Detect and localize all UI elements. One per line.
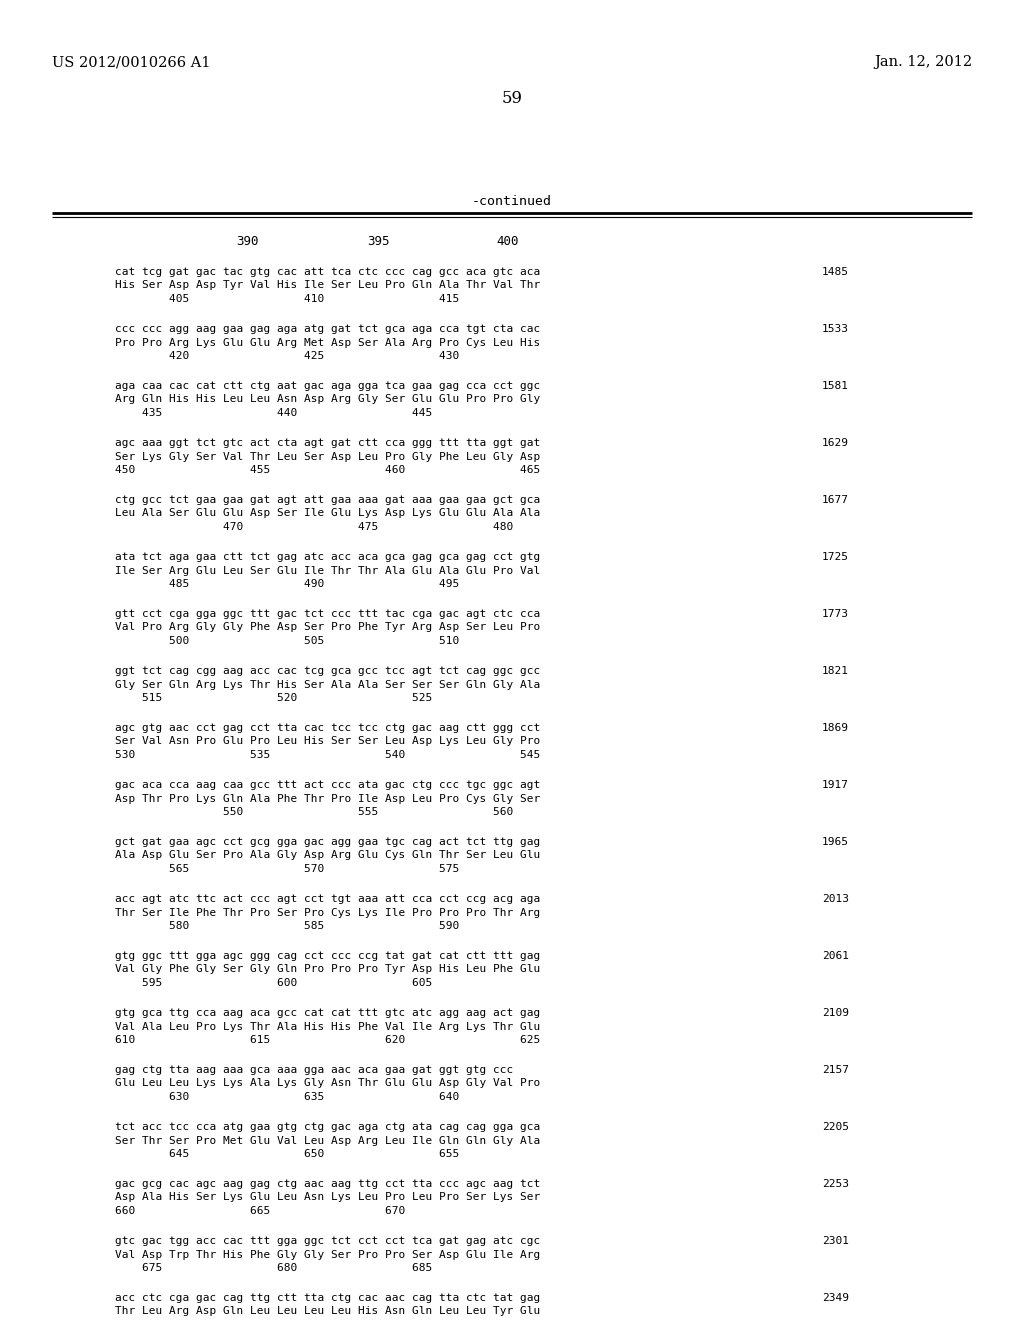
Text: ggt tct cag cgg aag acc cac tcg gca gcc tcc agt tct cag ggc gcc: ggt tct cag cgg aag acc cac tcg gca gcc … bbox=[115, 667, 541, 676]
Text: 565                 570                 575: 565 570 575 bbox=[115, 865, 459, 874]
Text: Val Gly Phe Gly Ser Gly Gln Pro Pro Pro Tyr Asp His Leu Phe Glu: Val Gly Phe Gly Ser Gly Gln Pro Pro Pro … bbox=[115, 965, 541, 974]
Text: Ser Val Asn Pro Glu Pro Leu His Ser Ser Leu Asp Lys Leu Gly Pro: Ser Val Asn Pro Glu Pro Leu His Ser Ser … bbox=[115, 737, 541, 747]
Text: gtg ggc ttt gga agc ggg cag cct ccc ccg tat gat cat ctt ttt gag: gtg ggc ttt gga agc ggg cag cct ccc ccg … bbox=[115, 950, 541, 961]
Text: 1629: 1629 bbox=[822, 438, 849, 447]
Text: 2157: 2157 bbox=[822, 1065, 849, 1074]
Text: 2253: 2253 bbox=[822, 1179, 849, 1189]
Text: 450                 455                 460                 465: 450 455 460 465 bbox=[115, 465, 541, 475]
Text: His Ser Asp Asp Tyr Val His Ile Ser Leu Pro Gln Ala Thr Val Thr: His Ser Asp Asp Tyr Val His Ile Ser Leu … bbox=[115, 281, 541, 290]
Text: agc aaa ggt tct gtc act cta agt gat ctt cca ggg ttt tta ggt gat: agc aaa ggt tct gtc act cta agt gat ctt … bbox=[115, 438, 541, 447]
Text: 405                 410                 415: 405 410 415 bbox=[115, 294, 459, 304]
Text: agc gtg aac cct gag cct tta cac tcc tcc ctg gac aag ctt ggg cct: agc gtg aac cct gag cct tta cac tcc tcc … bbox=[115, 723, 541, 733]
Text: 660                 665                 670: 660 665 670 bbox=[115, 1206, 406, 1216]
Text: 610                 615                 620                 625: 610 615 620 625 bbox=[115, 1035, 541, 1045]
Text: acc agt atc ttc act ccc agt cct tgt aaa att cca cct ccg acg aga: acc agt atc ttc act ccc agt cct tgt aaa … bbox=[115, 894, 541, 904]
Text: Thr Leu Arg Asp Gln Leu Leu Leu Leu His Asn Gln Leu Leu Tyr Glu: Thr Leu Arg Asp Gln Leu Leu Leu Leu His … bbox=[115, 1307, 541, 1316]
Text: 2013: 2013 bbox=[822, 894, 849, 904]
Text: gct gat gaa agc cct gcg gga gac agg gaa tgc cag act tct ttg gag: gct gat gaa agc cct gcg gga gac agg gaa … bbox=[115, 837, 541, 847]
Text: tct acc tcc cca atg gaa gtg ctg gac aga ctg ata cag cag gga gca: tct acc tcc cca atg gaa gtg ctg gac aga … bbox=[115, 1122, 541, 1133]
Text: gtg gca ttg cca aag aca gcc cat cat ttt gtc atc agg aag act gag: gtg gca ttg cca aag aca gcc cat cat ttt … bbox=[115, 1008, 541, 1018]
Text: 2301: 2301 bbox=[822, 1236, 849, 1246]
Text: ccc ccc agg aag gaa gag aga atg gat tct gca aga cca tgt cta cac: ccc ccc agg aag gaa gag aga atg gat tct … bbox=[115, 323, 541, 334]
Text: 1917: 1917 bbox=[822, 780, 849, 789]
Text: Thr Ser Ile Phe Thr Pro Ser Pro Cys Lys Ile Pro Pro Pro Thr Arg: Thr Ser Ile Phe Thr Pro Ser Pro Cys Lys … bbox=[115, 908, 541, 917]
Text: US 2012/0010266 A1: US 2012/0010266 A1 bbox=[52, 55, 211, 69]
Text: cat tcg gat gac tac gtg cac att tca ctc ccc cag gcc aca gtc aca: cat tcg gat gac tac gtg cac att tca ctc … bbox=[115, 267, 541, 277]
Text: 580                 585                 590: 580 585 590 bbox=[115, 921, 459, 931]
Text: 1725: 1725 bbox=[822, 552, 849, 562]
Text: Leu Ala Ser Glu Glu Asp Ser Ile Glu Lys Asp Lys Glu Glu Ala Ala: Leu Ala Ser Glu Glu Asp Ser Ile Glu Lys … bbox=[115, 508, 541, 519]
Text: 1485: 1485 bbox=[822, 267, 849, 277]
Text: Glu Leu Leu Lys Lys Ala Lys Gly Asn Thr Glu Glu Asp Gly Val Pro: Glu Leu Leu Lys Lys Ala Lys Gly Asn Thr … bbox=[115, 1078, 541, 1089]
Text: gtc gac tgg acc cac ttt gga ggc tct cct cct tca gat gag atc cgc: gtc gac tgg acc cac ttt gga ggc tct cct … bbox=[115, 1236, 541, 1246]
Text: 675                 680                 685: 675 680 685 bbox=[115, 1263, 432, 1272]
Text: 435                 440                 445: 435 440 445 bbox=[115, 408, 432, 418]
Text: 515                 520                 525: 515 520 525 bbox=[115, 693, 432, 704]
Text: Ala Asp Glu Ser Pro Ala Gly Asp Arg Glu Cys Gln Thr Ser Leu Glu: Ala Asp Glu Ser Pro Ala Gly Asp Arg Glu … bbox=[115, 850, 541, 861]
Text: gac aca cca aag caa gcc ttt act ccc ata gac ctg ccc tgc ggc agt: gac aca cca aag caa gcc ttt act ccc ata … bbox=[115, 780, 541, 789]
Text: ata tct aga gaa ctt tct gag atc acc aca gca gag gca gag cct gtg: ata tct aga gaa ctt tct gag atc acc aca … bbox=[115, 552, 541, 562]
Text: ctg gcc tct gaa gaa gat agt att gaa aaa gat aaa gaa gaa gct gca: ctg gcc tct gaa gaa gat agt att gaa aaa … bbox=[115, 495, 541, 506]
Text: 645                 650                 655: 645 650 655 bbox=[115, 1148, 459, 1159]
Text: Val Asp Trp Thr His Phe Gly Gly Ser Pro Pro Ser Asp Glu Ile Arg: Val Asp Trp Thr His Phe Gly Gly Ser Pro … bbox=[115, 1250, 541, 1259]
Text: Jan. 12, 2012: Jan. 12, 2012 bbox=[873, 55, 972, 69]
Text: 595                 600                 605: 595 600 605 bbox=[115, 978, 432, 987]
Text: gtt cct cga gga ggc ttt gac tct ccc ttt tac cga gac agt ctc cca: gtt cct cga gga ggc ttt gac tct ccc ttt … bbox=[115, 609, 541, 619]
Text: 59: 59 bbox=[502, 90, 522, 107]
Text: Gly Ser Gln Arg Lys Thr His Ser Ala Ala Ser Ser Ser Gln Gly Ala: Gly Ser Gln Arg Lys Thr His Ser Ala Ala … bbox=[115, 680, 541, 689]
Text: 2109: 2109 bbox=[822, 1008, 849, 1018]
Text: 550                 555                 560: 550 555 560 bbox=[115, 807, 513, 817]
Text: 1869: 1869 bbox=[822, 723, 849, 733]
Text: Val Ala Leu Pro Lys Thr Ala His His Phe Val Ile Arg Lys Thr Glu: Val Ala Leu Pro Lys Thr Ala His His Phe … bbox=[115, 1022, 541, 1031]
Text: 630                 635                 640: 630 635 640 bbox=[115, 1092, 459, 1102]
Text: aga caa cac cat ctt ctg aat gac aga gga tca gaa gag cca cct ggc: aga caa cac cat ctt ctg aat gac aga gga … bbox=[115, 381, 541, 391]
Text: gac gcg cac agc aag gag ctg aac aag ttg cct tta ccc agc aag tct: gac gcg cac agc aag gag ctg aac aag ttg … bbox=[115, 1179, 541, 1189]
Text: acc ctc cga gac cag ttg ctt tta ctg cac aac cag tta ctc tat gag: acc ctc cga gac cag ttg ctt tta ctg cac … bbox=[115, 1294, 541, 1303]
Text: Arg Gln His His Leu Leu Asn Asp Arg Gly Ser Glu Glu Pro Pro Gly: Arg Gln His His Leu Leu Asn Asp Arg Gly … bbox=[115, 395, 541, 404]
Text: 2349: 2349 bbox=[822, 1294, 849, 1303]
Text: 1965: 1965 bbox=[822, 837, 849, 847]
Text: Val Pro Arg Gly Gly Phe Asp Ser Pro Phe Tyr Arg Asp Ser Leu Pro: Val Pro Arg Gly Gly Phe Asp Ser Pro Phe … bbox=[115, 623, 541, 632]
Text: 530                 535                 540                 545: 530 535 540 545 bbox=[115, 750, 541, 760]
Text: 395: 395 bbox=[367, 235, 389, 248]
Text: 485                 490                 495: 485 490 495 bbox=[115, 579, 459, 589]
Text: Ile Ser Arg Glu Leu Ser Glu Ile Thr Thr Ala Glu Ala Glu Pro Val: Ile Ser Arg Glu Leu Ser Glu Ile Thr Thr … bbox=[115, 565, 541, 576]
Text: Asp Ala His Ser Lys Glu Leu Asn Lys Leu Pro Leu Pro Ser Lys Ser: Asp Ala His Ser Lys Glu Leu Asn Lys Leu … bbox=[115, 1192, 541, 1203]
Text: Ser Thr Ser Pro Met Glu Val Leu Asp Arg Leu Ile Gln Gln Gly Ala: Ser Thr Ser Pro Met Glu Val Leu Asp Arg … bbox=[115, 1135, 541, 1146]
Text: 2061: 2061 bbox=[822, 950, 849, 961]
Text: 470                 475                 480: 470 475 480 bbox=[115, 521, 513, 532]
Text: 1677: 1677 bbox=[822, 495, 849, 506]
Text: 400: 400 bbox=[497, 235, 519, 248]
Text: 1581: 1581 bbox=[822, 381, 849, 391]
Text: 500                 505                 510: 500 505 510 bbox=[115, 636, 459, 645]
Text: Pro Pro Arg Lys Glu Glu Arg Met Asp Ser Ala Arg Pro Cys Leu His: Pro Pro Arg Lys Glu Glu Arg Met Asp Ser … bbox=[115, 338, 541, 347]
Text: 1533: 1533 bbox=[822, 323, 849, 334]
Text: 1821: 1821 bbox=[822, 667, 849, 676]
Text: -continued: -continued bbox=[472, 195, 552, 209]
Text: 420                 425                 430: 420 425 430 bbox=[115, 351, 459, 360]
Text: gag ctg tta aag aaa gca aaa gga aac aca gaa gat ggt gtg ccc: gag ctg tta aag aaa gca aaa gga aac aca … bbox=[115, 1065, 513, 1074]
Text: 2205: 2205 bbox=[822, 1122, 849, 1133]
Text: Asp Thr Pro Lys Gln Ala Phe Thr Pro Ile Asp Leu Pro Cys Gly Ser: Asp Thr Pro Lys Gln Ala Phe Thr Pro Ile … bbox=[115, 793, 541, 804]
Text: 1773: 1773 bbox=[822, 609, 849, 619]
Text: Ser Lys Gly Ser Val Thr Leu Ser Asp Leu Pro Gly Phe Leu Gly Asp: Ser Lys Gly Ser Val Thr Leu Ser Asp Leu … bbox=[115, 451, 541, 462]
Text: 390: 390 bbox=[236, 235, 258, 248]
